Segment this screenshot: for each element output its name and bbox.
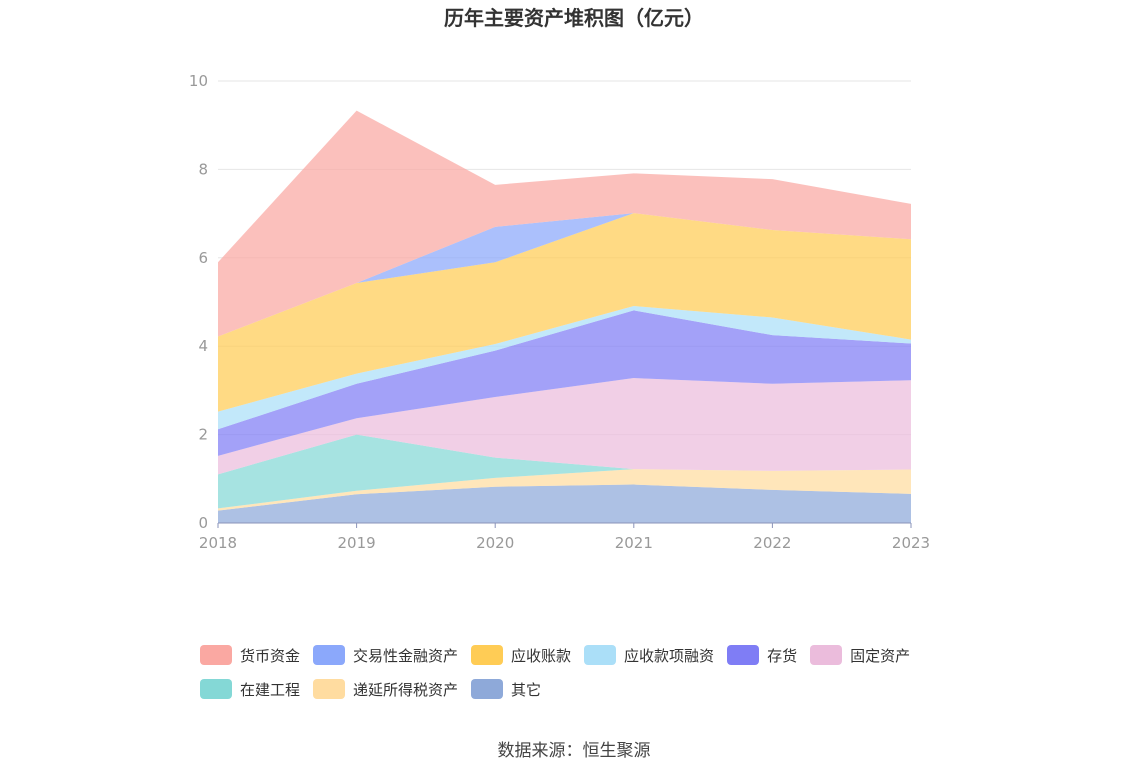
- area-series-存货: [218, 310, 911, 456]
- legend-swatch: [584, 645, 617, 665]
- y-tick-label: 0: [198, 514, 208, 532]
- area-series-递延所得税资产: [218, 469, 911, 511]
- axes: 0 2 4 6 8 10 2018 2019 2020 2021 2022 2023: [189, 72, 930, 552]
- area-series-应收账款: [218, 213, 911, 412]
- legend-item[interactable]: 递延所得税资产: [313, 679, 458, 700]
- legend-swatch: [313, 645, 346, 665]
- legend-swatch: [810, 645, 843, 665]
- data-source-note: 数据来源：恒生聚源: [497, 741, 651, 761]
- x-tick-label: 2021: [615, 534, 653, 552]
- y-tick-label: 8: [198, 160, 208, 178]
- area-series-在建工程: [218, 434, 911, 509]
- legend-item[interactable]: 固定资产: [810, 645, 910, 666]
- legend-label: 应收款项融资: [624, 646, 715, 665]
- area-series-固定资产: [218, 378, 911, 475]
- legend-swatch: [200, 679, 232, 699]
- legend-label: 货币资金: [240, 646, 301, 665]
- legend: 货币资金 交易性金融资产 应收账款 应收款项融资 存货 固定资产 在建工程 递延所得税资产 其…: [200, 638, 980, 706]
- stacked-area-chart: 0 2 4 6 8 10 2018 2019 2020 2021 2022 2023: [189, 72, 930, 552]
- legend-row: 在建工程 递延所得税资产 其它: [200, 672, 980, 706]
- legend-swatch: [471, 679, 504, 699]
- area-series-其它: [218, 484, 911, 523]
- legend-label: 存货: [767, 646, 798, 665]
- y-tick-label: 6: [198, 249, 208, 267]
- legend-item[interactable]: 存货: [727, 645, 797, 666]
- legend-label: 固定资产: [850, 646, 911, 665]
- legend-swatch: [200, 645, 232, 665]
- x-tick-label: 2018: [199, 534, 237, 552]
- legend-item[interactable]: 在建工程: [200, 679, 300, 700]
- legend-label: 在建工程: [240, 680, 301, 699]
- legend-item[interactable]: 交易性金融资产: [313, 645, 458, 666]
- legend-item[interactable]: 应收账款: [471, 645, 571, 666]
- legend-label: 交易性金融资产: [353, 646, 459, 665]
- area-series: [218, 110, 911, 523]
- x-tick-label: 2019: [338, 534, 376, 552]
- y-tick-label: 10: [189, 72, 208, 90]
- legend-item[interactable]: 货币资金: [200, 645, 300, 666]
- legend-swatch: [313, 679, 346, 699]
- chart-title: 历年主要资产堆积图（亿元）: [444, 6, 704, 30]
- legend-label: 递延所得税资产: [353, 680, 459, 699]
- y-tick-label: 2: [198, 426, 208, 444]
- legend-swatch: [471, 645, 504, 665]
- legend-row: 货币资金 交易性金融资产 应收账款 应收款项融资 存货 固定资产: [200, 638, 980, 672]
- legend-item[interactable]: 其它: [471, 679, 541, 700]
- area-series-货币资金: [218, 110, 911, 337]
- legend-label: 应收账款: [511, 646, 572, 665]
- legend-swatch: [727, 645, 760, 665]
- x-tick-label: 2022: [753, 534, 791, 552]
- x-tick-label: 2020: [476, 534, 514, 552]
- legend-item[interactable]: 应收款项融资: [584, 645, 714, 666]
- x-tick-label: 2023: [892, 534, 930, 552]
- legend-label: 其它: [511, 680, 542, 699]
- y-tick-label: 4: [198, 337, 208, 355]
